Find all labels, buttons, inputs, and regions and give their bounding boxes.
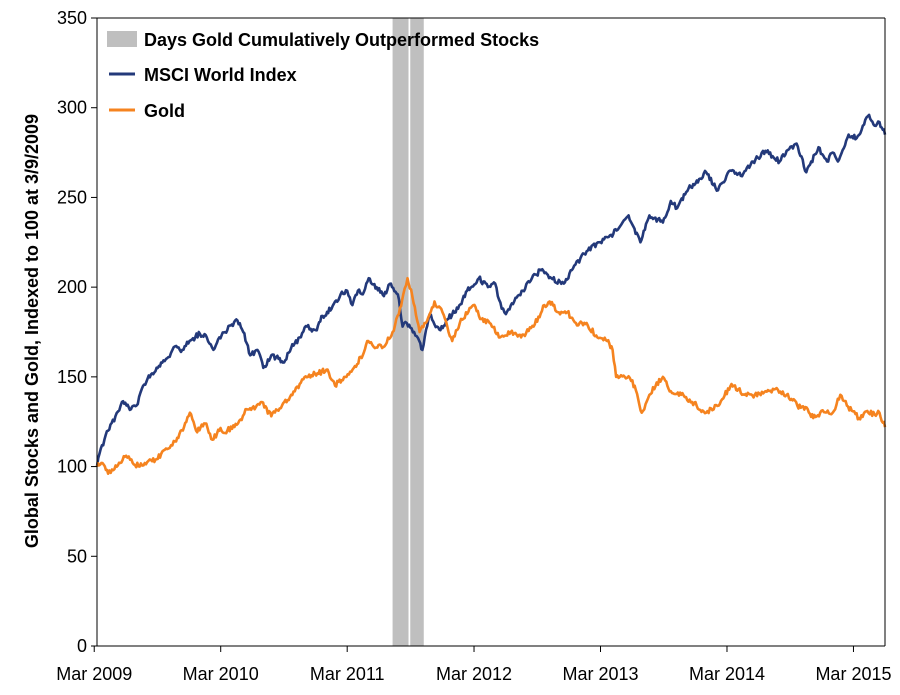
x-tick-label: Mar 2010	[183, 664, 259, 684]
shaded-period-2	[410, 18, 424, 646]
legend-label-msci: MSCI World Index	[144, 65, 297, 85]
series-layer	[95, 113, 887, 475]
y-tick-label: 100	[57, 457, 87, 477]
x-tick-label: Mar 2014	[689, 664, 765, 684]
series-line-gold	[95, 276, 887, 475]
axes	[96, 17, 886, 647]
y-tick-label: 50	[67, 546, 87, 566]
y-tick-label: 350	[57, 8, 87, 28]
legend: Days Gold Cumulatively Outperformed Stoc…	[107, 30, 539, 121]
y-tick-label: 0	[77, 636, 87, 656]
x-tick-label: Mar 2009	[56, 664, 132, 684]
y-ticks: 0 50 100 150 200 250 300 350	[57, 8, 97, 656]
y-tick-label: 300	[57, 98, 87, 118]
x-tick-label: Mar 2015	[815, 664, 891, 684]
shaded-period-1	[392, 18, 409, 646]
x-tick-label: Mar 2011	[310, 664, 385, 684]
x-tick-label: Mar 2012	[436, 664, 512, 684]
x-tick-label: Mar 2013	[562, 664, 638, 684]
series-line-msci-world-index	[95, 113, 887, 467]
legend-label-gold: Gold	[144, 101, 185, 121]
x-ticks: Mar 2009 Mar 2010 Mar 2011 Mar 2012 Mar 2013…	[56, 646, 891, 684]
y-tick-label: 200	[57, 277, 87, 297]
y-tick-label: 150	[57, 367, 87, 387]
shaded-period-layer	[392, 18, 424, 646]
y-tick-label: 250	[57, 187, 87, 207]
legend-swatch-shaded	[107, 31, 137, 47]
legend-label-shaded: Days Gold Cumulatively Outperformed Stoc…	[144, 30, 539, 50]
y-axis-title: Global Stocks and Gold, Indexed to 100 a…	[22, 114, 42, 548]
